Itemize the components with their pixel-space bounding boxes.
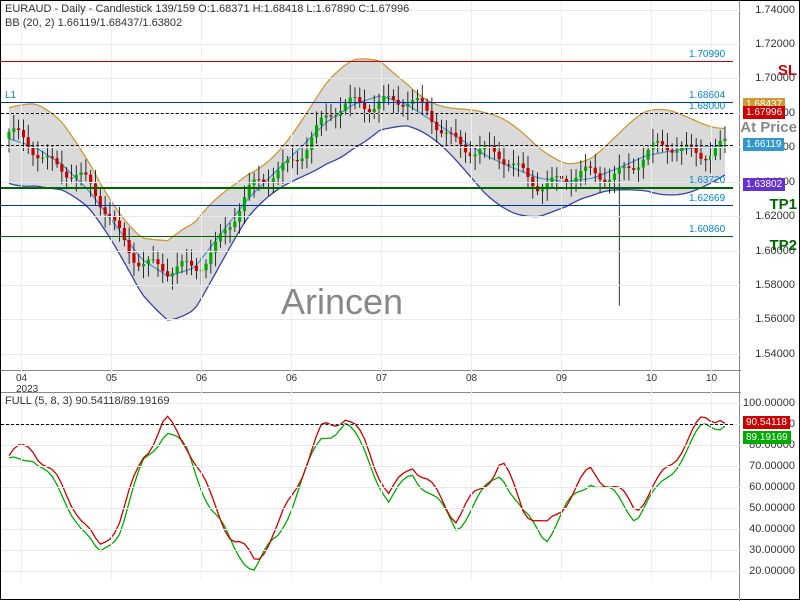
- watermark: Arincen: [281, 281, 403, 323]
- x-tick-label: 06: [286, 373, 297, 384]
- x-gridline: [561, 1, 562, 581]
- y-gridline: [1, 78, 741, 79]
- y-tick-label: 1.72000: [755, 38, 795, 50]
- hline-value-label: 1.68604: [689, 90, 725, 101]
- y-gridline: [1, 216, 741, 217]
- horizontal-line: [1, 187, 733, 189]
- x-tick-label: 10: [646, 373, 657, 384]
- price-label: 1.67996: [743, 106, 785, 119]
- horizontal-line: [1, 205, 733, 206]
- horizontal-line: [1, 113, 733, 114]
- osc-y-gridline: [1, 550, 741, 551]
- hline-value-label: 1.62669: [689, 193, 725, 204]
- osc-y-tick-label: 50.00000: [749, 502, 795, 514]
- x-tick-label: 05: [106, 373, 117, 384]
- x-tick-label: 08: [466, 373, 477, 384]
- osc-y-tick-label: 70.00000: [749, 460, 795, 472]
- annotation-label: TP2: [769, 237, 797, 254]
- osc-y-gridline: [1, 529, 741, 530]
- price-label: 1.66119: [743, 138, 784, 151]
- osc-y-gridline: [1, 445, 741, 446]
- x-gridline: [711, 1, 712, 581]
- hline-value-label: 1.63720: [689, 175, 725, 186]
- osc-y-tick-label: 100.00000: [743, 397, 795, 409]
- osc-y-gridline: [1, 571, 741, 572]
- annotation-label: SL: [778, 62, 797, 79]
- x-tick-label: 04: [16, 373, 27, 384]
- osc-y-tick-label: 30.00000: [749, 544, 795, 556]
- hline-left-label: L1: [5, 90, 16, 101]
- x-gridline: [111, 1, 112, 581]
- annotation-label: At Price: [740, 119, 797, 136]
- y-gridline: [1, 251, 741, 252]
- chart-header-2: BB (20, 2) 1.66119/1.68437/1.63802: [5, 17, 182, 29]
- horizontal-line: [1, 61, 733, 62]
- y-gridline: [1, 147, 741, 148]
- y-gridline: [1, 182, 741, 183]
- chart-container: EURAUD - Daily - Candlestick 139/159 O:1…: [0, 0, 800, 600]
- x-gridline: [201, 1, 202, 581]
- x-gridline: [651, 1, 652, 581]
- x-tick-label: 10: [706, 373, 717, 384]
- annotation-label: TP1: [769, 196, 797, 213]
- y-tick-label: 1.74000: [755, 4, 795, 16]
- x-year-label: 2023: [16, 384, 38, 395]
- osc-y-tick-label: 20.00000: [749, 565, 795, 577]
- x-tick-label: 07: [376, 373, 387, 384]
- osc-y-gridline: [1, 466, 741, 467]
- osc-y-tick-label: 60.00000: [749, 481, 795, 493]
- chart-header-1: EURAUD - Daily - Candlestick 139/159 O:1…: [5, 3, 409, 15]
- hline-value-label: 1.60860: [689, 224, 725, 235]
- y-tick-label: 1.54000: [755, 348, 795, 360]
- y-tick-label: 1.58000: [755, 279, 795, 291]
- y-gridline: [1, 354, 741, 355]
- y-gridline: [1, 44, 741, 45]
- hline-value-label: 1.68000: [689, 101, 725, 112]
- hline-value-label: 1.70990: [689, 49, 725, 60]
- osc-y-tick-label: 40.00000: [749, 523, 795, 535]
- horizontal-line: [1, 236, 733, 237]
- x-gridline: [471, 1, 472, 581]
- osc-price-label: 90.54118: [743, 416, 790, 429]
- horizontal-line: [1, 102, 733, 103]
- horizontal-line: [1, 145, 733, 146]
- x-tick-label: 09: [556, 373, 567, 384]
- x-gridline: [21, 1, 22, 581]
- osc-y-gridline: [1, 508, 741, 509]
- osc-y-gridline: [1, 487, 741, 488]
- oscillator-header: FULL (5, 8, 3) 90.54118/89.19169: [5, 395, 170, 407]
- osc-price-label: 89.19169: [743, 431, 791, 444]
- x-tick-label: 06: [196, 373, 207, 384]
- price-label: 1.63802: [743, 178, 785, 191]
- y-tick-label: 1.56000: [755, 313, 795, 325]
- overbought-line: [1, 424, 733, 425]
